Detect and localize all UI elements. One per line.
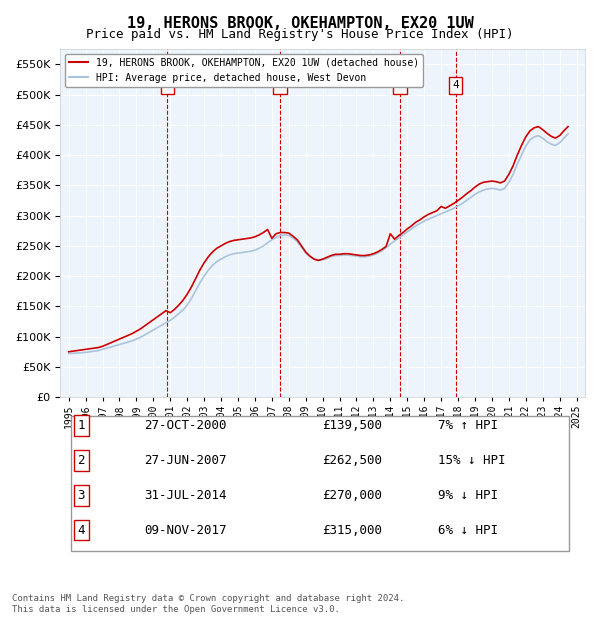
- Legend: 19, HERONS BROOK, OKEHAMPTON, EX20 1UW (detached house), HPI: Average price, det: 19, HERONS BROOK, OKEHAMPTON, EX20 1UW (…: [65, 54, 423, 87]
- Text: 1: 1: [164, 81, 171, 91]
- Text: 19, HERONS BROOK, OKEHAMPTON, EX20 1UW: 19, HERONS BROOK, OKEHAMPTON, EX20 1UW: [127, 16, 473, 30]
- Text: 1: 1: [77, 419, 85, 432]
- Text: 9% ↓ HPI: 9% ↓ HPI: [438, 489, 498, 502]
- Text: 4: 4: [452, 81, 459, 91]
- FancyBboxPatch shape: [71, 416, 569, 551]
- Text: 6% ↓ HPI: 6% ↓ HPI: [438, 523, 498, 536]
- Text: 4: 4: [77, 523, 85, 536]
- Text: Contains HM Land Registry data © Crown copyright and database right 2024.
This d: Contains HM Land Registry data © Crown c…: [12, 595, 404, 614]
- Text: 2: 2: [77, 454, 85, 467]
- Text: 2: 2: [277, 81, 283, 91]
- Text: 09-NOV-2017: 09-NOV-2017: [144, 523, 227, 536]
- Text: 27-OCT-2000: 27-OCT-2000: [144, 419, 227, 432]
- Text: £139,500: £139,500: [323, 419, 383, 432]
- Text: 3: 3: [397, 81, 404, 91]
- Text: Price paid vs. HM Land Registry's House Price Index (HPI): Price paid vs. HM Land Registry's House …: [86, 28, 514, 41]
- Text: 15% ↓ HPI: 15% ↓ HPI: [438, 454, 506, 467]
- Text: £315,000: £315,000: [323, 523, 383, 536]
- Text: £270,000: £270,000: [323, 489, 383, 502]
- Text: £262,500: £262,500: [323, 454, 383, 467]
- Text: 7% ↑ HPI: 7% ↑ HPI: [438, 419, 498, 432]
- Text: 31-JUL-2014: 31-JUL-2014: [144, 489, 227, 502]
- Text: 27-JUN-2007: 27-JUN-2007: [144, 454, 227, 467]
- Text: 3: 3: [77, 489, 85, 502]
